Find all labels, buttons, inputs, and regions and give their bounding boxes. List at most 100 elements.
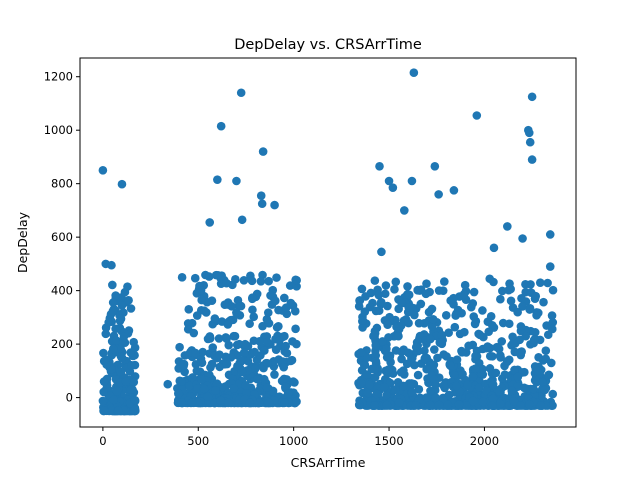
data-point [262,383,272,393]
data-point [250,364,260,374]
data-point [488,380,498,389]
data-point [292,339,301,349]
data-point [539,297,548,307]
data-point [469,287,479,297]
data-point [187,398,197,407]
data-point [196,286,206,295]
data-point [468,372,478,381]
data-point [382,391,391,400]
data-point [371,341,381,350]
data-point [525,304,535,313]
data-point [460,280,470,290]
data-point [374,290,384,300]
data-point [527,92,537,102]
data-point [116,352,126,361]
data-point [471,364,480,373]
data-point [201,270,210,280]
data-point [216,121,226,131]
data-point [292,276,301,285]
data-point [414,318,424,328]
data-point [518,302,527,311]
data-point [394,398,404,407]
data-point [426,386,435,396]
data-point [363,388,372,398]
data-point [516,322,526,331]
data-point [215,362,224,372]
y-axis: 0 200 400 600 800 1000 1200 [44,70,80,405]
data-point [370,373,380,382]
data-point [394,331,403,341]
data-point [360,307,370,317]
data-point [508,338,518,348]
data-point [497,337,507,346]
data-point [254,398,264,408]
data-point [413,370,423,380]
data-point [471,351,480,361]
data-point [197,358,207,368]
data-point [358,323,367,332]
data-point [109,395,118,405]
data-point [384,176,394,186]
data-point [263,337,272,347]
data-point [130,395,140,405]
data-point [444,390,454,400]
x-axis-label: CRSArrTime [291,455,366,470]
data-point [263,308,273,317]
data-point [469,312,479,321]
x-tick-label: 0 [99,434,106,448]
data-point [399,381,408,391]
data-point [403,282,412,291]
data-point [437,330,447,340]
data-point [245,319,254,329]
data-point [513,307,522,317]
data-point [247,276,257,286]
data-point [197,375,206,384]
data-point [108,344,118,354]
data-point [108,298,118,307]
data-point [487,320,497,330]
data-point [506,284,515,294]
data-point [517,347,526,356]
data-point [126,304,136,313]
data-point [275,336,284,345]
data-point [521,280,530,289]
data-point [174,389,183,398]
y-axis-label: DepDelay [15,211,30,273]
data-point [530,328,540,337]
data-point [214,334,224,343]
data-point [177,273,187,282]
data-point [199,384,209,394]
data-point [262,315,272,324]
data-point [422,279,431,288]
data-point [422,364,431,374]
data-point [99,387,109,397]
data-point [281,341,291,351]
data-point [270,200,279,210]
data-point [525,137,535,147]
data-point [291,324,300,334]
data-point [177,377,186,386]
data-point [545,262,555,271]
data-point [222,278,231,288]
data-point [413,286,422,295]
data-point [215,350,224,359]
data-point [496,353,505,362]
data-point [99,406,109,415]
x-axis: 0 500 1000 1500 2000 [99,427,499,448]
data-point [239,348,249,358]
data-point [397,298,406,308]
data-point [404,348,413,358]
data-point [112,386,122,396]
y-tick-label: 600 [51,230,73,244]
data-point [259,374,269,384]
data-point [536,401,545,410]
data-point [210,314,220,323]
data-point [237,367,247,377]
data-point [229,384,239,393]
data-point [407,379,416,388]
data-point [198,347,208,357]
data-point [236,301,246,311]
data-point [483,342,492,351]
data-point [229,331,238,341]
